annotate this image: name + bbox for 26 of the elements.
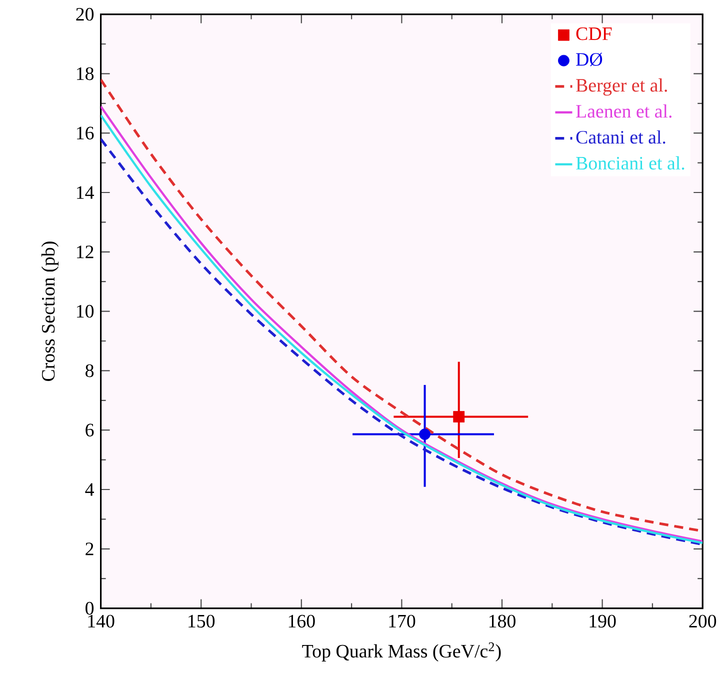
y-tick-label: 14 — [77, 186, 94, 199]
y-tick-label: 12 — [77, 246, 94, 258]
y-tick-label: 8 — [86, 364, 94, 378]
x-axis-title: Top Quark Mass (GeV/c$^{2}$) — [302, 642, 501, 662]
y-tick-label: 10 — [77, 304, 94, 318]
legend-label: Catani et al. — [576, 130, 666, 144]
x-tick-label: 180 — [489, 614, 516, 628]
y-tick-label: 16 — [77, 126, 94, 140]
y-tick-label: 20 — [76, 8, 94, 21]
y-axis-title: Cross Section (pb) — [41, 242, 59, 381]
y-tick-label: 6 — [86, 424, 94, 436]
x-tick-label: 140 — [88, 614, 114, 628]
x-tick-label: 170 — [389, 614, 416, 628]
legend-label: Bonciani et al. — [576, 156, 684, 170]
x-tick-label: 150 — [188, 614, 215, 628]
y-tick-label: 18 — [77, 67, 94, 80]
legend-label: Laenen et al. — [576, 104, 672, 118]
y-tick-label: 4 — [85, 483, 94, 496]
x-tick-label: 190 — [590, 614, 616, 628]
legend-label: Berger et al. — [576, 78, 667, 96]
legend-label: DØ — [576, 52, 602, 66]
legend-label: CDF — [576, 27, 612, 40]
x-tick-label: 200 — [689, 614, 716, 628]
y-tick-label: 0 — [86, 602, 94, 615]
x-tick-label: 160 — [288, 614, 315, 628]
y-tick-label: 2 — [86, 542, 94, 556]
